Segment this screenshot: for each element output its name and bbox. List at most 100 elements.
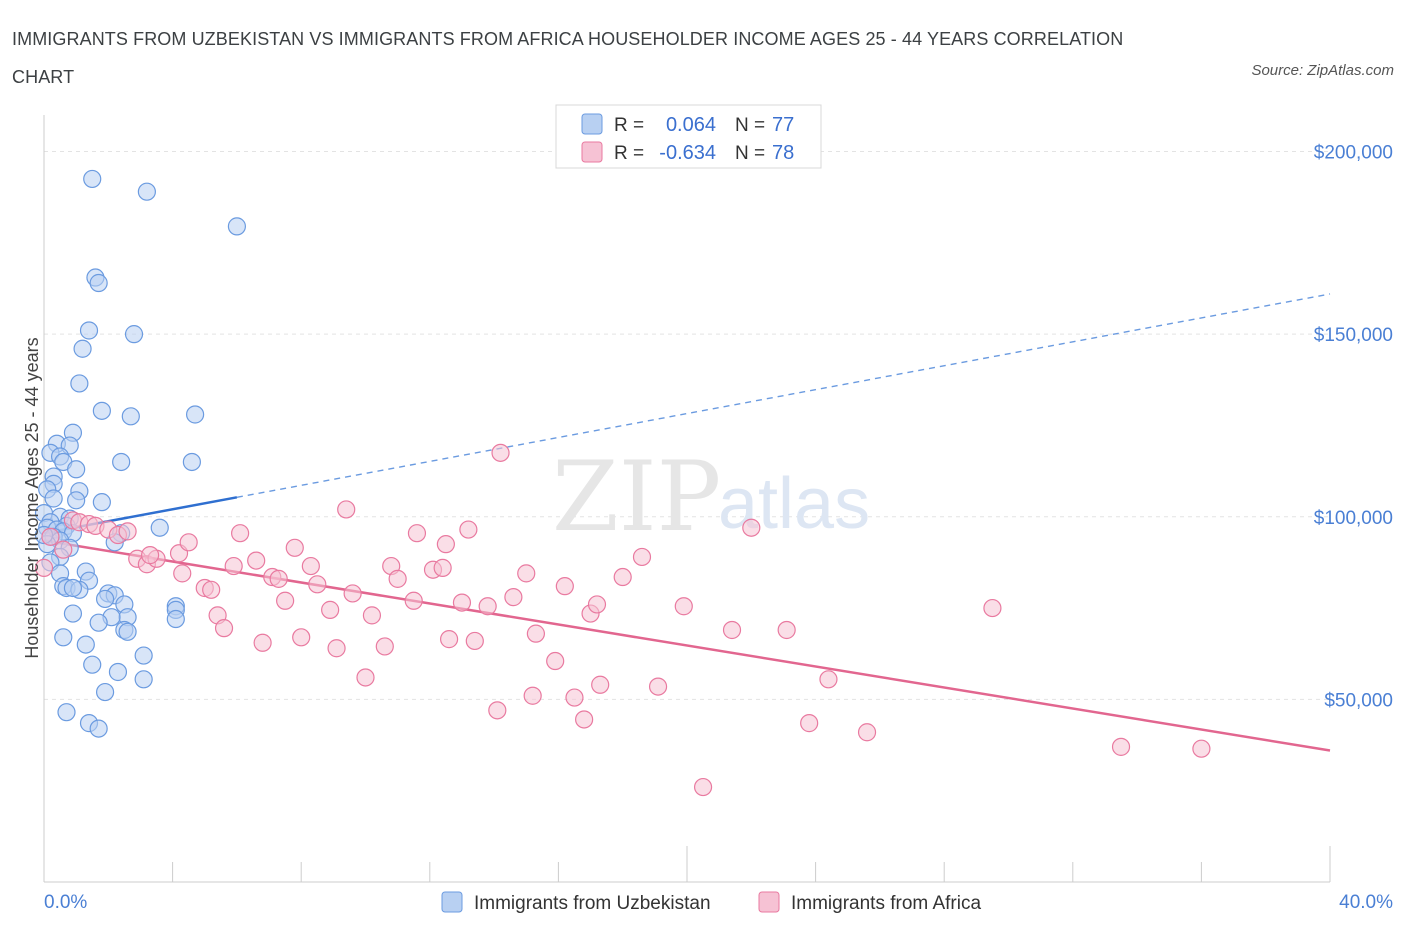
point-africa <box>587 595 607 614</box>
point-africa <box>436 535 455 554</box>
point-africa <box>140 546 160 565</box>
point-uzbekistan <box>89 613 108 632</box>
point-africa <box>54 540 73 559</box>
stats-r-value-uzbekistan: 0.064 <box>666 114 716 136</box>
point-africa <box>41 527 60 546</box>
point-africa <box>343 584 362 603</box>
point-uzbekistan <box>182 452 201 472</box>
point-africa <box>546 651 565 671</box>
point-africa <box>202 580 221 599</box>
point-africa <box>356 668 375 687</box>
point-uzbekistan <box>124 325 144 344</box>
point-africa <box>1192 739 1211 758</box>
x-ticks <box>43 846 1331 882</box>
data-points <box>34 169 1211 797</box>
point-uzbekistan <box>67 460 86 479</box>
point-africa <box>404 591 423 610</box>
point-africa <box>517 564 536 583</box>
point-africa <box>337 500 356 519</box>
point-africa <box>523 686 542 705</box>
point-uzbekistan <box>134 670 153 689</box>
point-africa <box>491 443 510 462</box>
stats-r-label-africa: R = <box>614 143 644 164</box>
point-uzbekistan <box>134 646 153 665</box>
point-africa <box>321 600 340 619</box>
trend-line-africa <box>43 539 1331 752</box>
chart-source: Source: ZipAtlas.com <box>1251 62 1394 79</box>
point-africa <box>231 524 250 543</box>
stats-n-value-africa: 78 <box>772 142 794 164</box>
watermark: ZIP atlas <box>552 441 870 553</box>
point-africa <box>308 575 327 594</box>
point-uzbekistan <box>63 604 83 623</box>
stats-n-value-uzbekistan: 77 <box>772 114 794 136</box>
point-africa <box>327 639 346 658</box>
point-africa <box>674 597 693 616</box>
point-uzbekistan <box>79 321 99 340</box>
point-uzbekistan <box>95 589 115 609</box>
point-uzbekistan <box>227 217 246 236</box>
point-africa <box>34 558 54 577</box>
trend-line-uzbekistan-extrapolated <box>236 293 1331 499</box>
legend-swatch-uzbekistan <box>441 891 463 913</box>
point-uzbekistan <box>54 628 73 647</box>
stats-legend: R = 0.064 N = 77 R = -0.634 N = 78 <box>555 104 822 169</box>
point-uzbekistan <box>70 374 89 393</box>
point-africa <box>575 710 594 729</box>
point-africa <box>722 620 742 640</box>
point-uzbekistan <box>89 273 108 293</box>
point-africa <box>488 701 507 720</box>
point-africa <box>439 630 459 649</box>
point-africa <box>173 564 192 583</box>
point-uzbekistan <box>121 407 140 426</box>
point-africa <box>1111 737 1131 756</box>
series-legend: Immigrants from Uzbekistan Immigrants fr… <box>441 891 981 914</box>
point-africa <box>269 569 288 588</box>
point-uzbekistan <box>166 609 185 629</box>
point-africa <box>478 597 497 616</box>
point-africa <box>433 558 452 577</box>
y-tick-label: $50,000 <box>1324 690 1393 711</box>
stats-r-label-uzbekistan: R = <box>614 115 644 136</box>
legend-label-africa: Immigrants from Africa <box>791 893 981 914</box>
point-uzbekistan <box>83 169 102 189</box>
stats-r-value-africa: -0.634 <box>659 142 716 164</box>
point-africa <box>555 577 574 596</box>
point-uzbekistan <box>73 339 92 358</box>
point-africa <box>565 688 584 707</box>
point-uzbekistan <box>76 635 95 654</box>
point-africa <box>613 567 632 587</box>
point-africa <box>800 714 819 733</box>
point-africa <box>742 518 761 537</box>
y-tick-label: $200,000 <box>1314 143 1393 164</box>
point-uzbekistan <box>118 622 137 641</box>
stats-n-label-uzbekistan: N = <box>735 115 765 136</box>
point-africa <box>983 598 1002 618</box>
point-uzbekistan <box>67 491 86 510</box>
stats-swatch-uzbekistan <box>581 113 603 135</box>
stats-n-label-africa: N = <box>735 143 765 164</box>
point-africa <box>362 606 382 625</box>
point-uzbekistan <box>44 489 63 508</box>
point-uzbekistan <box>63 578 83 598</box>
x-tick-label-min: 0.0% <box>44 892 87 913</box>
watermark-atlas: atlas <box>718 464 870 544</box>
point-uzbekistan <box>95 682 115 702</box>
y-axis-label: Householder Income Ages 25 - 44 years <box>22 337 42 658</box>
point-africa <box>819 670 838 689</box>
point-uzbekistan <box>92 401 111 420</box>
point-africa <box>285 538 304 557</box>
point-africa <box>253 633 272 652</box>
point-africa <box>118 522 137 541</box>
point-africa <box>465 631 484 651</box>
point-africa <box>777 620 796 640</box>
point-uzbekistan <box>83 655 102 674</box>
stats-swatch-africa <box>581 141 603 163</box>
point-africa <box>179 533 198 552</box>
legend-swatch-africa <box>758 891 780 913</box>
point-africa <box>224 556 243 576</box>
point-uzbekistan <box>92 493 111 512</box>
y-tick-label: $100,000 <box>1314 508 1393 529</box>
point-africa <box>388 569 407 588</box>
